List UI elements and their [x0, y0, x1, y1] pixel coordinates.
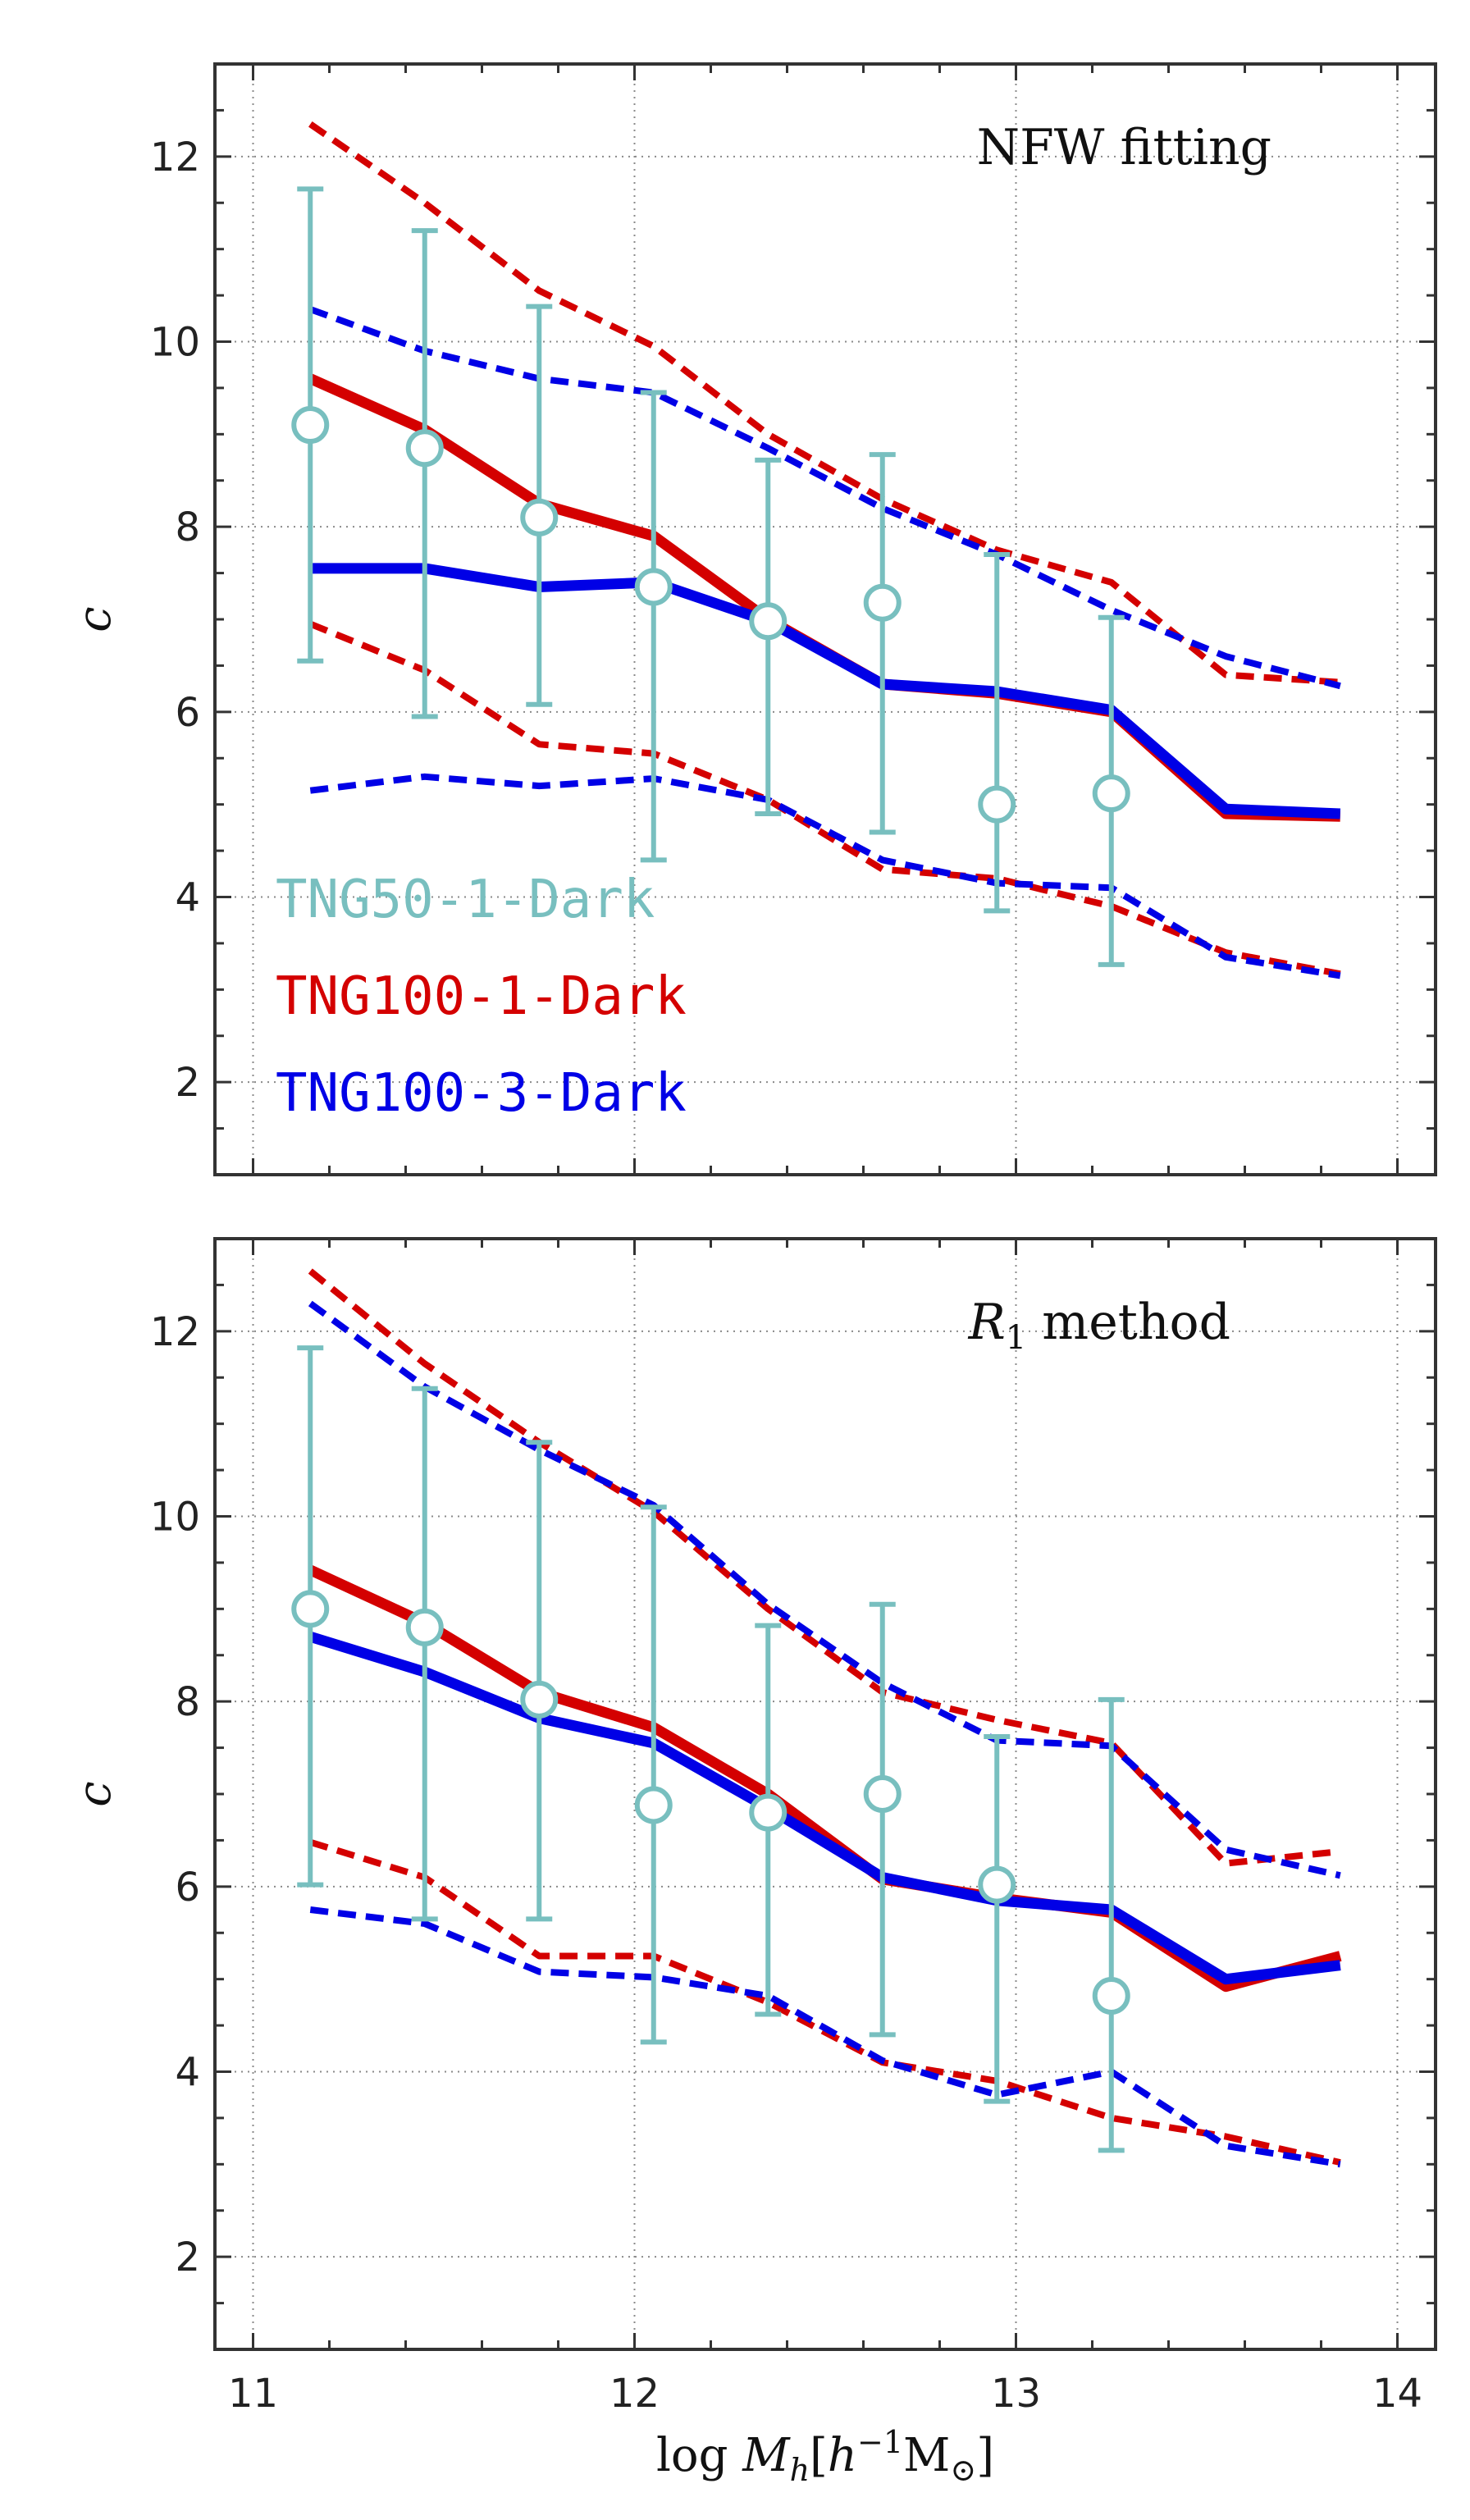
percentile-line-tng100-3: [309, 1906, 1341, 2168]
y-tick-label: 2: [175, 2235, 200, 2280]
x-tick-label: 11: [228, 2371, 278, 2417]
x-tick-label: 13: [991, 2371, 1041, 2417]
legend-entry: TNG100-1-Dark: [276, 966, 687, 1027]
tng50-errorbars: [291, 1345, 1130, 2153]
xlabel-exponent: −1: [857, 2424, 903, 2460]
data-point-tng50: [405, 1608, 444, 1646]
data-point-tng50: [634, 1786, 673, 1824]
data-point-tng50: [978, 1865, 1016, 1904]
series-lines: [308, 121, 1341, 979]
data-point-tng50: [978, 785, 1016, 824]
percentile-line-tng100-3: [309, 773, 1341, 979]
percentile-line-tng100-1: [308, 620, 1341, 978]
xlabel-log: log: [656, 2429, 742, 2482]
grid: [215, 64, 1436, 1175]
data-point-tng50: [863, 583, 902, 622]
y-tick-label: 10: [150, 1495, 200, 1541]
median-line-tng100-3: [310, 563, 1341, 819]
median-line-tng100-3: [308, 1631, 1341, 1985]
data-point-tng50: [749, 602, 788, 641]
method-text: NFW fitting: [977, 119, 1271, 176]
xlabel-bracket-open: [: [810, 2429, 828, 2482]
method-text: method: [1026, 1294, 1230, 1351]
method-annotation: R1 method: [968, 1294, 1230, 1357]
legend: TNG50-1-Dark TNG100-1-Dark TNG100-3-Dark: [276, 870, 687, 1124]
xlabel-bracket-close: ]: [976, 2429, 994, 2482]
data-point-tng50: [291, 406, 330, 445]
data-point-tng50: [520, 1680, 559, 1719]
y-axis-label: c: [68, 1781, 121, 1806]
series-lines: [308, 1268, 1342, 2168]
data-point-tng50: [634, 568, 673, 606]
y-tick-label: 12: [150, 135, 200, 180]
legend-entry: TNG100-3-Dark: [276, 1063, 687, 1124]
data-point-tng50: [749, 1793, 788, 1832]
xlabel-sub-h: h: [790, 2452, 810, 2488]
y-tick-label: 2: [175, 1060, 200, 1106]
xlabel-m: M: [742, 2429, 791, 2482]
data-point-tng50: [520, 498, 559, 536]
y-tick-label: 8: [175, 1679, 200, 1725]
y-tick-label: 4: [175, 875, 200, 921]
data-point-tng50: [863, 1775, 902, 1813]
xlabel-sun-symbol: ⊙: [950, 2452, 976, 2488]
y-tick-label: 10: [150, 320, 200, 366]
percentile-line-tng100-3: [308, 306, 1341, 690]
y-tick-label: 4: [175, 2050, 200, 2096]
method-symbol: R: [968, 1294, 1006, 1351]
x-tick-label: 12: [609, 2371, 660, 2417]
data-point-tng50: [405, 429, 444, 468]
grid: [215, 1239, 1436, 2349]
plot-frame: [213, 62, 1437, 1176]
percentile-line-tng100-1: [309, 1838, 1341, 2166]
x-axis-label: log Mh[h−1M⊙]: [656, 2424, 994, 2488]
data-point-tng50: [291, 1590, 330, 1628]
tng50-errorbars: [291, 186, 1130, 967]
percentile-line-tng100-1: [308, 121, 1341, 686]
y-tick-label: 8: [175, 504, 200, 550]
y-tick-label: 12: [150, 1309, 200, 1355]
percentile-line-tng100-3: [308, 1300, 1341, 1879]
plot-frame: [213, 1237, 1437, 2351]
data-point-tng50: [1092, 1976, 1130, 2015]
legend-entry: TNG50-1-Dark: [276, 870, 655, 930]
y-tick-label: 6: [175, 1865, 200, 1911]
x-tick-label: 14: [1372, 2371, 1422, 2417]
xlabel-msun: M: [903, 2429, 950, 2482]
xlabel-h: h: [828, 2429, 857, 2482]
method-subscript: 1: [1006, 1319, 1026, 1357]
data-point-tng50: [1092, 774, 1130, 813]
method-annotation: NFW fitting: [977, 119, 1271, 176]
y-tick-label: 6: [175, 690, 200, 736]
y-axis-label: c: [68, 606, 121, 632]
top-panel: 2 4 6 8 10 12 c NFW fitting TNG50-1-Dark TNG100-1…: [68, 62, 1437, 1176]
